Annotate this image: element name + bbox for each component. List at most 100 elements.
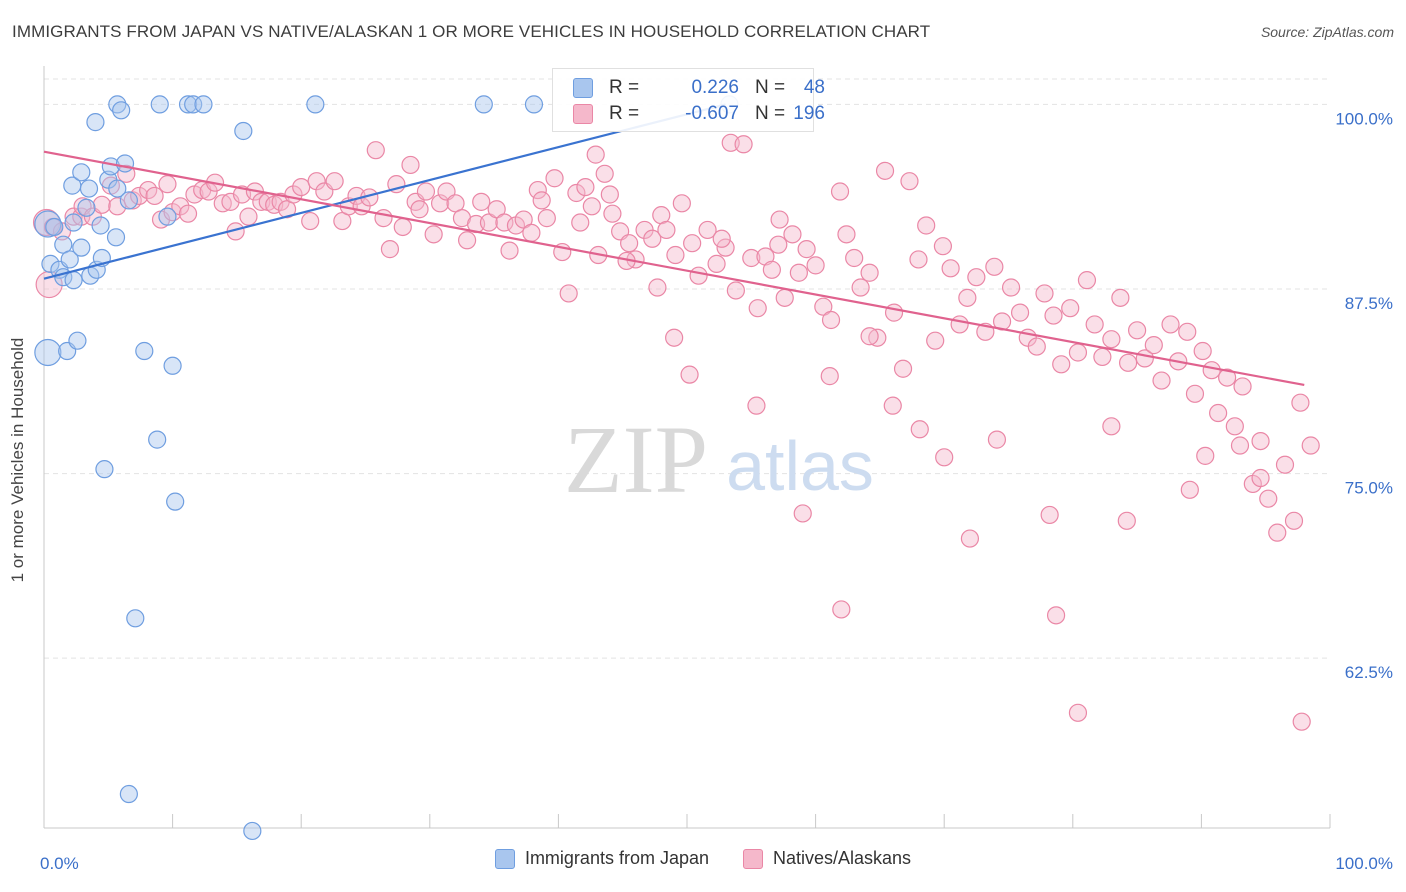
r-label: R = [609,77,640,98]
data-point [301,211,320,231]
data-point [1040,505,1059,525]
data-point [1301,436,1320,455]
n-label: N = [755,103,786,124]
data-point [106,228,126,247]
data-point [748,299,767,318]
data-point [41,254,60,273]
data-point [416,182,436,201]
r-value: -0.607 [685,103,739,124]
data-point [648,278,667,297]
data-point [851,278,870,297]
data-point [95,460,114,479]
data-point [150,95,169,114]
data-point [1102,417,1121,436]
data-point [1117,511,1136,530]
data-point [747,396,766,415]
japan-points [34,95,739,841]
japan-swatch [573,78,593,98]
data-point [868,328,887,347]
data-point [424,225,443,244]
legend-label-japan: Immigrants from Japan [524,848,709,868]
data-point [571,213,590,232]
r-label: R = [609,103,640,124]
data-point [532,191,551,210]
data-point [600,185,619,204]
data-point [689,266,708,285]
data-point [1178,322,1197,341]
data-point [935,448,954,467]
data-point [909,250,928,269]
data-point [108,179,127,198]
data-point [967,268,986,287]
data-point [672,194,691,213]
data-point [643,229,662,248]
y-tick-label: 100.0% [1335,109,1393,128]
data-point [1118,353,1138,372]
n-value: 48 [803,77,825,98]
legend: Immigrants from Japan Natives/Alaskans [0,848,1406,869]
n-value: 196 [793,103,825,124]
data-point [845,248,864,268]
data-point [860,263,879,282]
data-point [1085,315,1104,334]
data-point [68,331,87,350]
data-point [1202,361,1221,380]
data-point [401,155,420,175]
chart-title: IMMIGRANTS FROM JAPAN VS NATIVE/ALASKAN … [12,22,931,41]
data-point [1251,431,1270,451]
data-point [292,177,311,197]
data-point [119,191,138,210]
data-point [1196,446,1215,465]
data-point [72,238,91,257]
data-point [893,359,913,378]
data-point [1111,288,1130,307]
data-point [178,204,198,223]
data-point [213,194,232,213]
data-point [680,365,699,384]
data-point [789,263,808,282]
natives-alaskans-points [32,133,1320,731]
data-point [158,207,177,226]
data-point [380,240,400,259]
data-point [1093,347,1112,367]
data-point [239,207,258,226]
data-point [1275,455,1295,474]
data-point [166,492,185,511]
data-point [830,182,850,201]
data-point [716,238,735,257]
data-point [325,172,344,191]
data-point [1161,315,1180,334]
watermark-atlas: atlas [726,427,874,505]
data-point [657,220,676,240]
trend-line-natives [43,150,1305,387]
data-point [306,95,325,114]
data-point [734,135,753,154]
data-point [457,231,477,250]
data-point [1102,330,1121,349]
y-tick-label: 62.5% [1345,663,1393,682]
data-point [820,367,839,386]
data-point [775,288,794,307]
data-point [374,209,393,228]
data-point [366,141,385,160]
data-point [933,237,953,256]
data-point [1061,299,1080,318]
data-point [194,95,213,114]
legend-item-natives[interactable]: Natives/Alaskans [743,848,911,869]
data-point [603,204,622,223]
y-tick-label: 87.5% [1345,294,1393,313]
data-point [86,113,105,132]
data-point [1077,271,1097,290]
data-point [163,356,182,375]
data-point [60,250,79,269]
data-point [586,145,605,164]
data-point [474,95,493,114]
data-point [926,331,945,350]
data-point [1292,712,1311,731]
data-point [567,183,586,203]
data-point [910,420,929,439]
legend-item-japan[interactable]: Immigrants from Japan [494,848,709,869]
data-point [79,179,99,198]
data-point [875,161,895,180]
